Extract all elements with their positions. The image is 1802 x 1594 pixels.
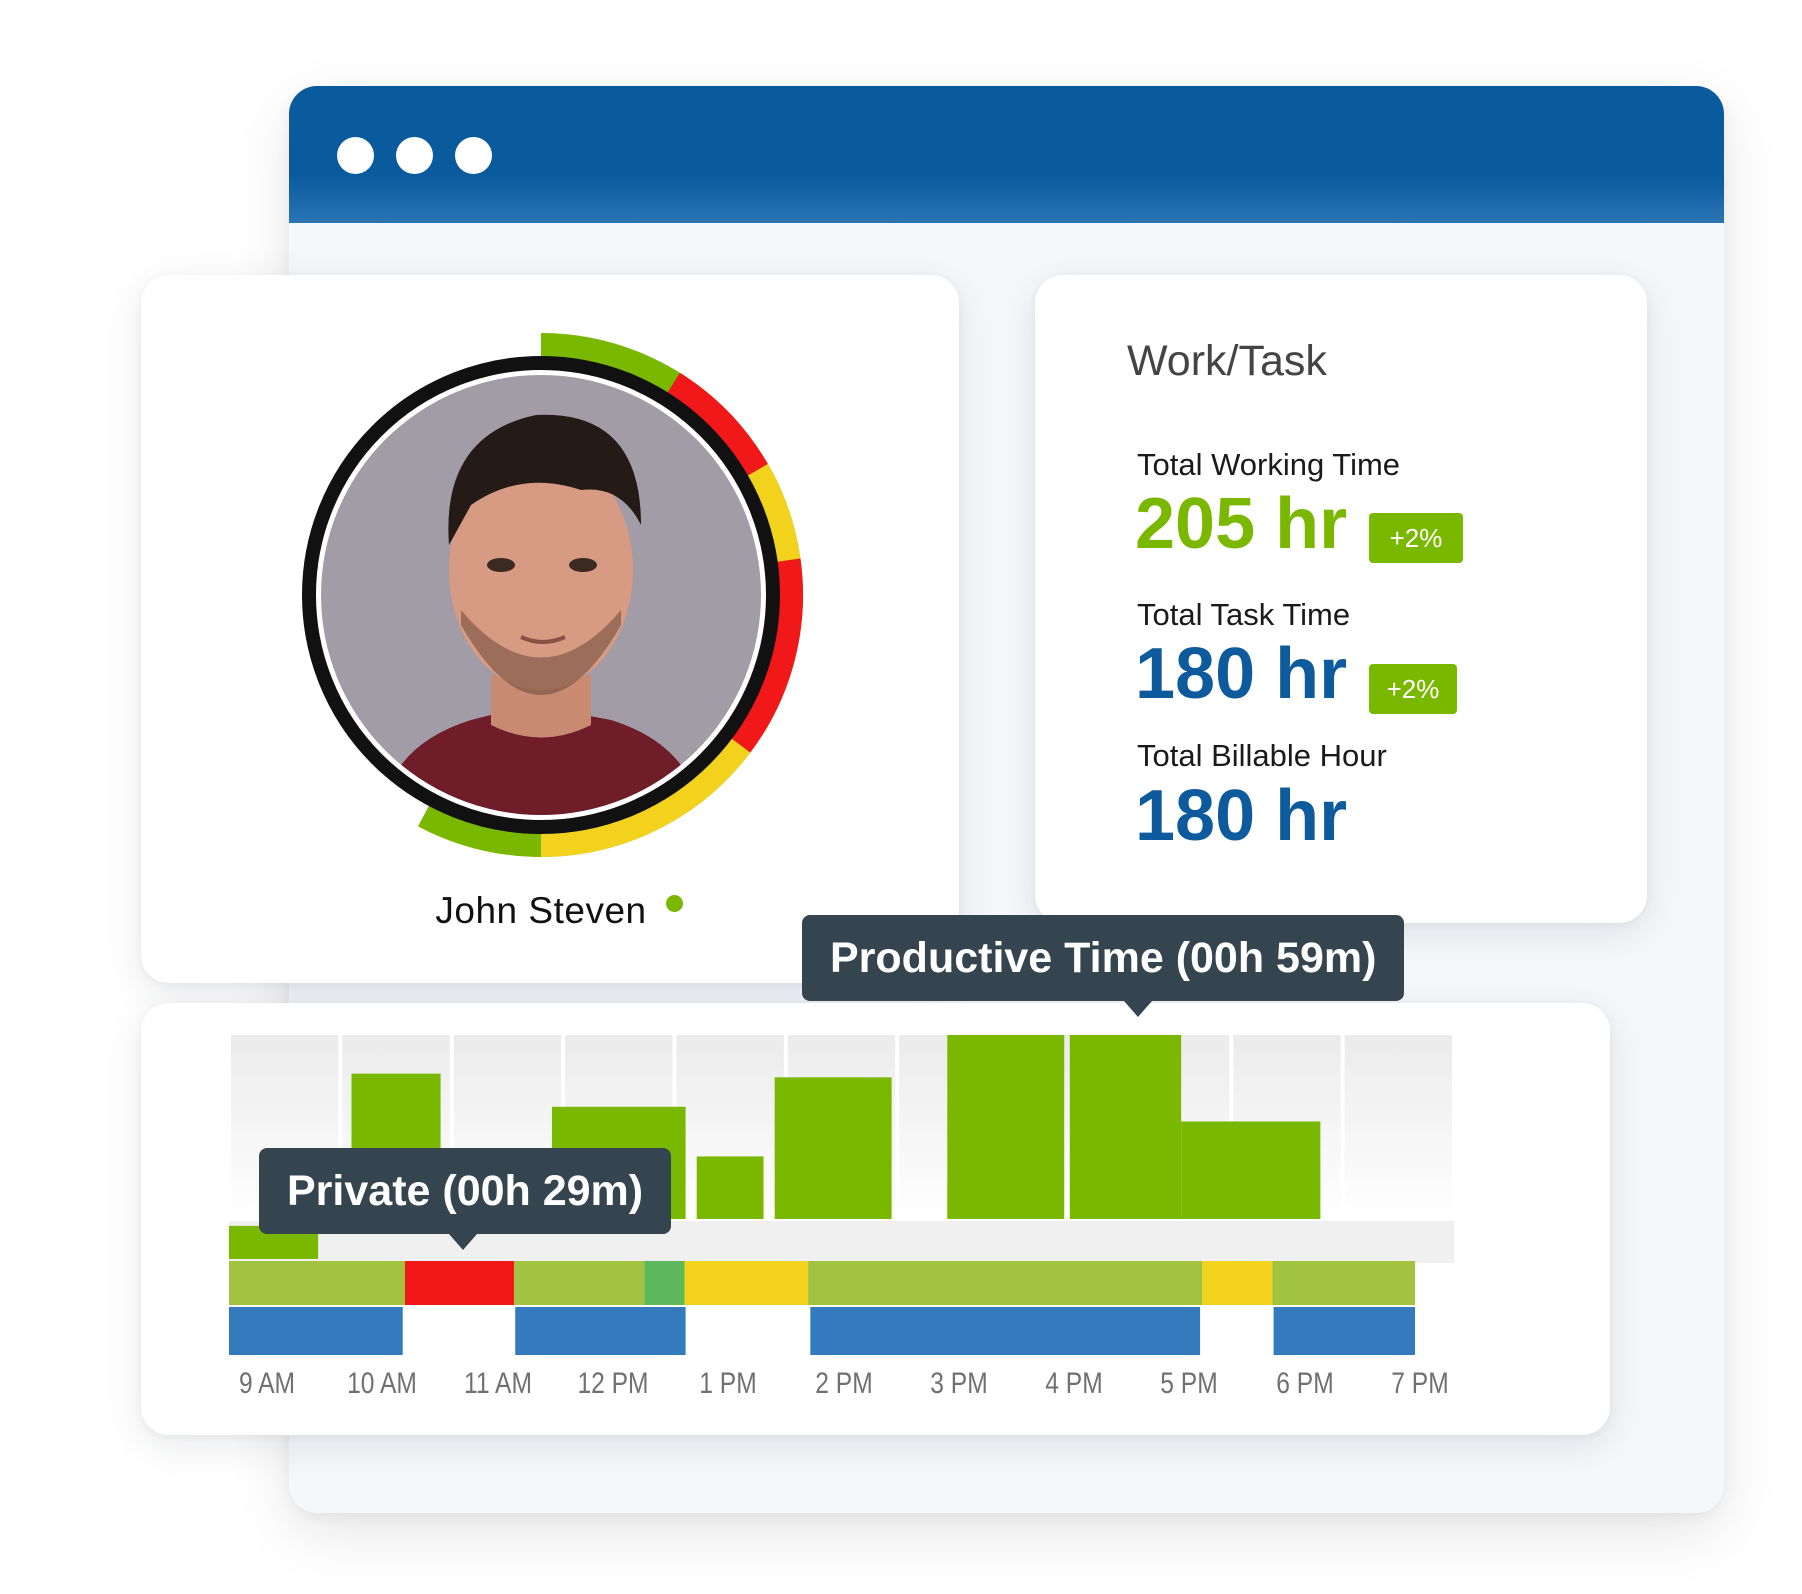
activity-segment[interactable] xyxy=(229,1261,405,1305)
x-tick-label: 9 AM xyxy=(238,1367,296,1400)
productive-bar[interactable] xyxy=(947,1035,1065,1219)
activity-segment[interactable] xyxy=(404,1261,515,1305)
ring-inner-border xyxy=(302,356,780,834)
tooltip-arrow xyxy=(449,1234,477,1250)
activity-segment[interactable] xyxy=(1272,1261,1416,1305)
window-dot-3[interactable] xyxy=(455,137,492,174)
activity-segment[interactable] xyxy=(644,1261,685,1305)
x-tick-label: 10 AM xyxy=(347,1367,418,1400)
avatar[interactable] xyxy=(321,375,761,815)
tooltip-arrow xyxy=(1124,1001,1152,1017)
x-tick-label: 3 PM xyxy=(930,1367,988,1400)
window-dot-2[interactable] xyxy=(396,137,433,174)
x-tick-label: 5 PM xyxy=(1160,1367,1219,1400)
productivity-ring xyxy=(302,333,803,857)
productive-time-text: Productive Time (00h 59m) xyxy=(830,934,1377,982)
total-billable-hour-label: Total Billable Hour xyxy=(1137,738,1387,773)
x-tick-label: 2 PM xyxy=(814,1367,873,1400)
task-time-change-badge: +2% xyxy=(1369,664,1457,714)
total-task-time-value: 180 hr xyxy=(1135,634,1348,714)
productive-bar[interactable] xyxy=(1069,1035,1182,1219)
profile-card: John Steven xyxy=(141,275,959,983)
ring-segment-3 xyxy=(747,464,801,563)
ring-segment-2 xyxy=(666,372,768,477)
productive-bar[interactable] xyxy=(774,1077,892,1219)
task-segment[interactable] xyxy=(1273,1307,1416,1355)
activity-segment[interactable] xyxy=(684,1261,809,1305)
task-segment[interactable] xyxy=(810,1307,1201,1355)
private-time-text: Private (00h 29m) xyxy=(287,1167,644,1215)
window-dot-1[interactable] xyxy=(337,137,374,174)
private-time-tooltip: Private (00h 29m) xyxy=(259,1148,672,1250)
productive-bar[interactable] xyxy=(1181,1121,1321,1219)
x-tick-label: 4 PM xyxy=(1045,1367,1103,1400)
ring-segment-4 xyxy=(731,558,803,753)
working-time-change-badge: +2% xyxy=(1369,513,1463,563)
x-tick-label: 6 PM xyxy=(1275,1367,1334,1400)
stats-title: Work/Task xyxy=(1127,337,1327,385)
task-segment[interactable] xyxy=(515,1307,686,1355)
total-task-time-label: Total Task Time xyxy=(1137,597,1351,632)
x-tick-label: 7 PM xyxy=(1391,1367,1449,1400)
total-working-time-value: 205 hr xyxy=(1135,484,1348,564)
online-status-dot xyxy=(666,895,683,912)
x-tick-label: 11 AM xyxy=(463,1367,532,1400)
productive-time-tooltip: Productive Time (00h 59m) xyxy=(802,915,1405,1017)
activity-segment[interactable] xyxy=(1202,1261,1273,1305)
ring-segment-5 xyxy=(540,738,751,857)
activity-segment[interactable] xyxy=(514,1261,645,1305)
task-segment[interactable] xyxy=(229,1307,403,1355)
x-tick-label: 12 PM xyxy=(577,1367,649,1400)
x-tick-label: 1 PM xyxy=(699,1367,757,1400)
productive-bar[interactable] xyxy=(696,1156,764,1219)
work-task-card: Work/Task Total Working Time 205 hr +2% … xyxy=(1035,275,1647,923)
total-working-time-label: Total Working Time xyxy=(1137,447,1401,482)
hour-column xyxy=(1344,1035,1452,1219)
total-billable-hour-value: 180 hr xyxy=(1135,776,1348,856)
user-name: John Steven xyxy=(435,890,647,931)
activity-segment[interactable] xyxy=(808,1261,1203,1305)
browser-titlebar xyxy=(289,86,1724,223)
